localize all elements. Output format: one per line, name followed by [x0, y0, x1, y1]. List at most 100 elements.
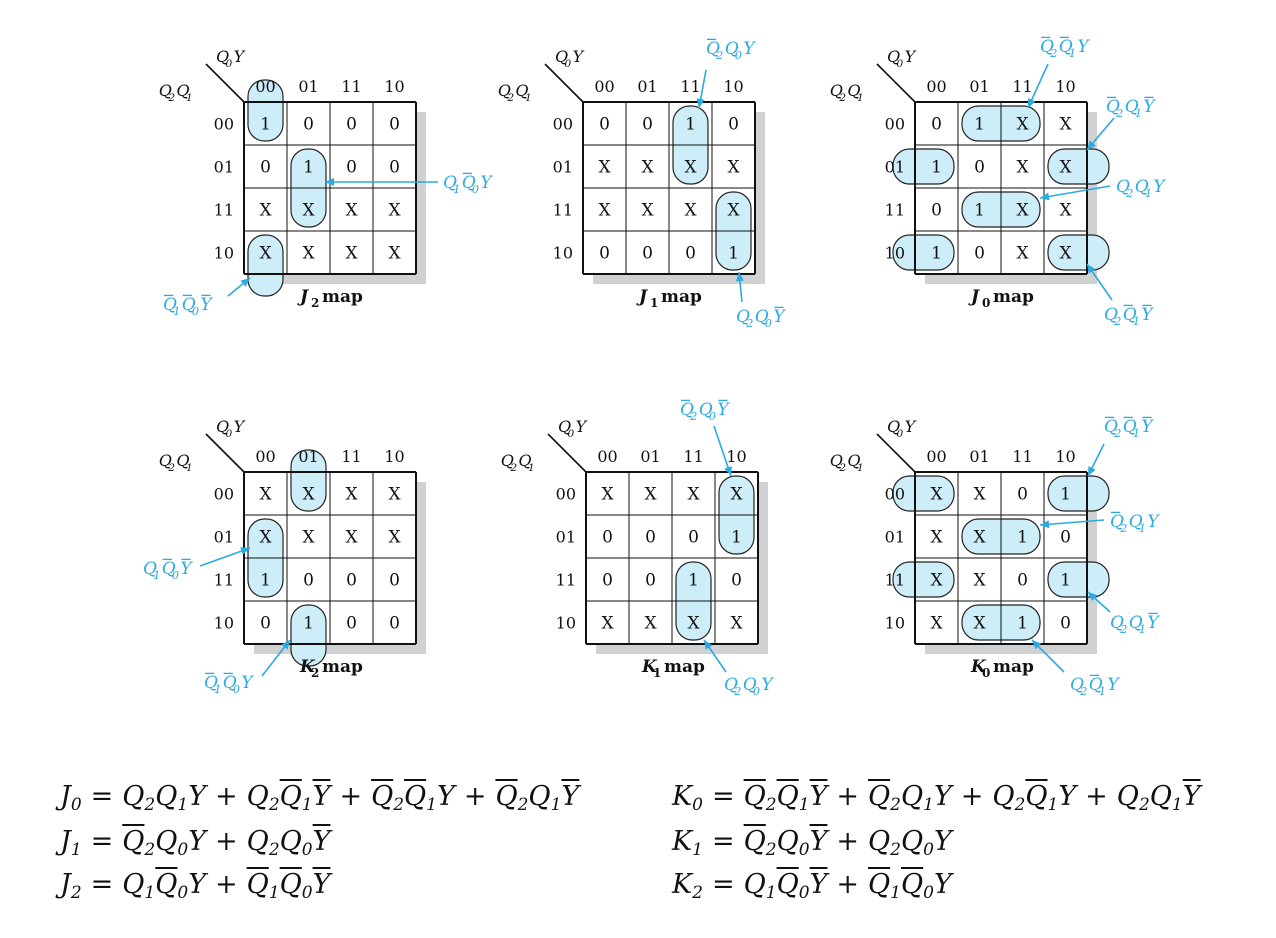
kmap-column-label: 11	[341, 447, 361, 466]
kmap-cell: X	[345, 244, 358, 264]
kmap-cell: X	[930, 614, 943, 634]
kmap-cell: X	[730, 485, 743, 505]
kmap-cell: X	[302, 485, 315, 505]
svg-text:K: K	[299, 657, 316, 677]
svg-text:Q: Q	[176, 451, 189, 470]
kmap-cell: 1	[728, 244, 739, 264]
svg-text:J: J	[636, 287, 648, 307]
kmap-callout: Q2 Q0 Y	[680, 399, 732, 477]
svg-text:2: 2	[506, 92, 514, 104]
svg-text:Q: Q	[558, 417, 571, 436]
svg-text:0: 0	[226, 58, 233, 70]
kmap-column-label: 00	[594, 77, 614, 96]
svg-text:Y: Y	[1077, 37, 1090, 57]
svg-text:0: 0	[897, 58, 904, 70]
svg-text:0: 0	[472, 183, 479, 196]
svg-text:Y: Y	[1147, 613, 1160, 633]
kmap-cols-variable: Q0 Y	[555, 47, 585, 70]
svg-text:Q: Q	[706, 39, 720, 59]
svg-text:0: 0	[709, 410, 716, 423]
svg-text:Q: Q	[159, 451, 172, 470]
kmap-cell: X	[388, 485, 401, 505]
svg-text:0: 0	[753, 685, 760, 698]
kmap-callout: Q2 Q1 Y	[1031, 639, 1120, 698]
svg-text:0: 0	[982, 296, 990, 310]
kmap-column-label: 00	[926, 447, 946, 466]
kmap-cell: X	[1059, 158, 1072, 178]
kmap-group-term: Q2 Q1 Y	[1104, 304, 1154, 328]
kmap-cell: X	[1016, 244, 1029, 264]
svg-text:Q: Q	[1089, 675, 1103, 695]
svg-text:1: 1	[186, 462, 193, 474]
kmap-group-1-bottom	[247, 234, 284, 297]
kmap-title: J 0 map	[968, 287, 1034, 310]
kmap-callout: Q2 Q1 Y	[1086, 96, 1156, 151]
svg-text:1: 1	[1099, 685, 1106, 698]
kmap-title: J 1 map	[636, 287, 702, 310]
svg-text:Q: Q	[518, 451, 531, 470]
svg-text:Q: Q	[1129, 613, 1143, 633]
kmap-rows-variable: Q2 Q1	[159, 81, 193, 104]
svg-text:Q: Q	[1125, 97, 1139, 117]
kmap-cell: 1	[974, 115, 985, 135]
kmap-cell: X	[730, 614, 743, 634]
kmap-cell: X	[345, 485, 358, 505]
svg-text:Q: Q	[830, 451, 843, 470]
kmap-cell: 0	[389, 115, 400, 135]
kmap-callout: Q2 Q1 Y	[1039, 511, 1160, 535]
svg-text:map: map	[993, 287, 1034, 307]
kmap-row-label: 00	[553, 115, 573, 134]
kmap-cell: X	[388, 528, 401, 548]
kmap-cell: X	[684, 201, 697, 221]
svg-text:Q: Q	[1040, 37, 1054, 57]
kmap-cols-variable: Q0 Y	[887, 47, 917, 70]
svg-text:0: 0	[192, 305, 199, 318]
kmap-row-label: 01	[885, 528, 905, 547]
kmap-cell: X	[930, 528, 943, 548]
kmap-callout: Q2 Q0 Y	[703, 639, 774, 698]
svg-text:1: 1	[214, 683, 221, 696]
kmap-cell: X	[687, 614, 700, 634]
kmap-row-label: 00	[214, 485, 234, 504]
kmap-cell: 0	[1017, 485, 1028, 505]
svg-text:K: K	[641, 657, 658, 677]
kmap-row-label: 11	[214, 201, 234, 220]
kmap-callout: Q2 Q0 Y	[696, 38, 756, 109]
kmap-cols-variable: Q0 Y	[216, 417, 246, 440]
kmap-row-label: 00	[214, 115, 234, 134]
kmap-group-term: Q2 Q0 Y	[680, 399, 730, 423]
kmap-cols-variable: Q0 Y	[558, 417, 588, 440]
svg-text:Q: Q	[755, 307, 769, 327]
kmap-row-label: 10	[214, 614, 234, 633]
svg-text:Y: Y	[480, 173, 493, 193]
kmap-rows-variable: Q2 Q1	[830, 81, 864, 104]
kmap-cell: 0	[974, 158, 985, 178]
kmap-cell: X	[259, 485, 272, 505]
svg-text:2: 2	[733, 685, 741, 698]
kmap-group-3-right	[1047, 561, 1110, 598]
svg-text:map: map	[664, 657, 705, 677]
svg-text:1: 1	[650, 296, 658, 310]
kmap-group-2-left	[892, 148, 955, 185]
svg-text:0: 0	[226, 428, 233, 440]
svg-text:Q: Q	[1104, 305, 1118, 325]
svg-text:0: 0	[982, 666, 990, 680]
kmap-cell: 0	[303, 571, 314, 591]
kmap-column-label: 01	[298, 447, 318, 466]
kmap-column-label: 00	[597, 447, 617, 466]
kmap-row-label: 11	[885, 571, 905, 590]
kmap-cell: 1	[685, 115, 696, 135]
svg-text:Q: Q	[162, 559, 176, 579]
kmap-cell: X	[259, 201, 272, 221]
svg-text:Y: Y	[1153, 177, 1166, 197]
svg-text:Y: Y	[576, 417, 588, 436]
kmap-cell: 1	[974, 201, 985, 221]
svg-text:Q: Q	[462, 173, 476, 193]
kmap-group-term: Q2 Q1 Y	[1110, 612, 1160, 636]
svg-text:2: 2	[1125, 187, 1133, 200]
kmap-cell: 0	[346, 571, 357, 591]
svg-text:Q: Q	[498, 81, 511, 100]
svg-text:Q: Q	[143, 559, 157, 579]
svg-text:Y: Y	[200, 295, 213, 315]
